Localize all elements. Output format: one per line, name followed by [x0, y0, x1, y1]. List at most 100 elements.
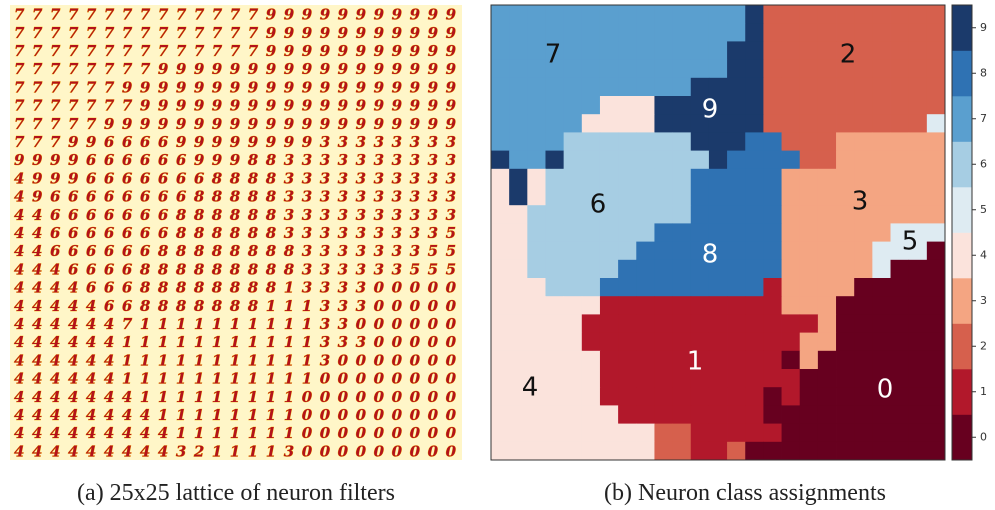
map-cell [727, 60, 746, 79]
map-cell [909, 424, 928, 443]
map-cell [545, 205, 564, 224]
map-cell [800, 314, 819, 333]
colorbar-tick-label: 2 [980, 339, 987, 352]
map-cell [800, 96, 819, 115]
map-cell [872, 405, 891, 424]
map-cell [763, 78, 782, 97]
map-cell [691, 278, 710, 297]
map-cell [600, 369, 619, 388]
map-cell [836, 296, 855, 315]
map-cell [618, 369, 637, 388]
map-cell [854, 442, 873, 461]
map-cell [545, 169, 564, 188]
map-cell [927, 169, 946, 188]
map-cell [691, 169, 710, 188]
map-cell [709, 351, 728, 370]
map-cell [927, 424, 946, 443]
map-cell [891, 351, 910, 370]
map-cell [745, 78, 764, 97]
map-cell [745, 169, 764, 188]
map-cell [636, 405, 655, 424]
map-cell [491, 41, 510, 60]
map-cell [654, 351, 673, 370]
map-cell [582, 78, 601, 97]
region-label: 6 [590, 190, 607, 220]
map-cell [872, 351, 891, 370]
map-cell [782, 260, 801, 279]
colorbar-tick-label: 7 [980, 112, 987, 125]
map-cell [509, 132, 528, 151]
map-cell [854, 260, 873, 279]
map-cell [891, 151, 910, 170]
map-cell [909, 23, 928, 42]
map-cell [491, 405, 510, 424]
map-cell [872, 314, 891, 333]
map-cell [709, 405, 728, 424]
map-cell [927, 78, 946, 97]
map-cell [509, 242, 528, 261]
map-cell [727, 387, 746, 406]
map-cell [691, 60, 710, 79]
map-cell [745, 424, 764, 443]
map-cell [527, 424, 546, 443]
map-cell [854, 114, 873, 133]
map-cell [491, 96, 510, 115]
map-cell [782, 278, 801, 297]
map-cell [709, 60, 728, 79]
map-cell [509, 41, 528, 60]
map-cell [709, 424, 728, 443]
colorbar-segment [952, 324, 972, 370]
map-cell [891, 442, 910, 461]
map-cell [854, 314, 873, 333]
map-cell [854, 223, 873, 242]
map-cell [763, 351, 782, 370]
map-cell [673, 205, 692, 224]
map-cell [745, 60, 764, 79]
map-cell [927, 223, 946, 242]
map-cell [927, 187, 946, 206]
map-cell [636, 314, 655, 333]
map-cell [727, 260, 746, 279]
map-cell [600, 5, 619, 24]
map-cell [654, 205, 673, 224]
map-cell [909, 387, 928, 406]
region-label: 0 [877, 375, 894, 405]
map-cell [654, 169, 673, 188]
map-cell [527, 23, 546, 42]
map-cell [709, 169, 728, 188]
map-cell [745, 23, 764, 42]
map-cell [509, 223, 528, 242]
map-cell [763, 278, 782, 297]
map-cell [654, 60, 673, 79]
map-cell [527, 351, 546, 370]
map-cell [545, 242, 564, 261]
region-label: 4 [522, 373, 539, 403]
map-cell [927, 132, 946, 151]
caption-b: (b) Neuron class assignments [604, 480, 886, 506]
colorbar-tick-label: 3 [980, 294, 987, 307]
map-cell [927, 114, 946, 133]
map-cell [745, 405, 764, 424]
map-cell [564, 41, 583, 60]
map-cell [545, 151, 564, 170]
map-cell [800, 132, 819, 151]
map-cell [618, 242, 637, 261]
map-cell [800, 169, 819, 188]
map-cell [800, 369, 819, 388]
map-cell [618, 41, 637, 60]
map-cell [691, 132, 710, 151]
map-cell [509, 96, 528, 115]
map-cell [691, 23, 710, 42]
map-cell [618, 114, 637, 133]
map-cell [564, 96, 583, 115]
map-cell [727, 169, 746, 188]
map-cell [582, 41, 601, 60]
map-cell [891, 333, 910, 352]
map-cell [854, 351, 873, 370]
map-cell [872, 60, 891, 79]
map-cell [854, 369, 873, 388]
map-cell [763, 314, 782, 333]
map-cell [818, 60, 837, 79]
map-cell [564, 333, 583, 352]
map-cell [745, 369, 764, 388]
